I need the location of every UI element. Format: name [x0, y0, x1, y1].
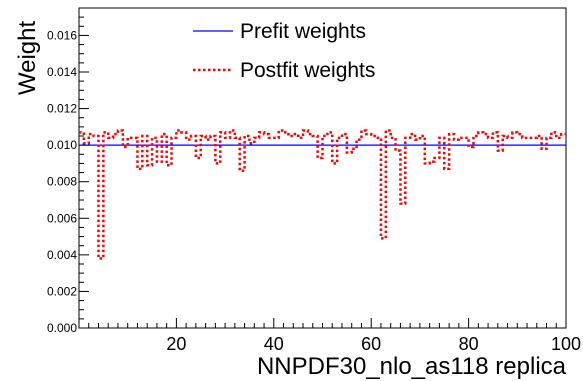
x-tick-label: 60: [361, 334, 381, 354]
y-tick-label: 0.008: [47, 175, 77, 189]
y-axis-title: Weight: [14, 21, 41, 96]
y-tick-label: 0.004: [47, 248, 77, 262]
postfit-line: [79, 129, 566, 260]
x-tick-label: 40: [264, 334, 284, 354]
y-axis: 0.000 0.002 0.004 0.006 0.008 0.010 0.012 0.014…: [47, 7, 89, 335]
y-tick-label: 0.002: [47, 284, 77, 298]
x-tick-label: 100: [551, 334, 581, 354]
legend-postfit-label: Postfit weights: [240, 59, 375, 82]
y-tick-label: 0.012: [47, 102, 77, 116]
x-axis: 20 40 60 80 100: [78, 318, 581, 354]
x-tick-label: 20: [166, 334, 186, 354]
plot-frame: [78, 7, 567, 329]
legend: Prefit weights Postfit weights: [193, 20, 375, 82]
y-tick-label: 0.016: [47, 28, 77, 42]
y-tick-label: 0.010: [47, 138, 77, 152]
series-group: [79, 129, 566, 260]
x-tick-label: 80: [459, 334, 479, 354]
legend-prefit-label: Prefit weights: [240, 20, 366, 43]
x-axis-title: NNPDF30_nlo_as118 replica: [257, 353, 567, 380]
y-tick-label: 0.006: [47, 211, 77, 225]
y-tick-label: 0.014: [47, 65, 77, 79]
y-tick-label: 0.000: [47, 321, 77, 335]
